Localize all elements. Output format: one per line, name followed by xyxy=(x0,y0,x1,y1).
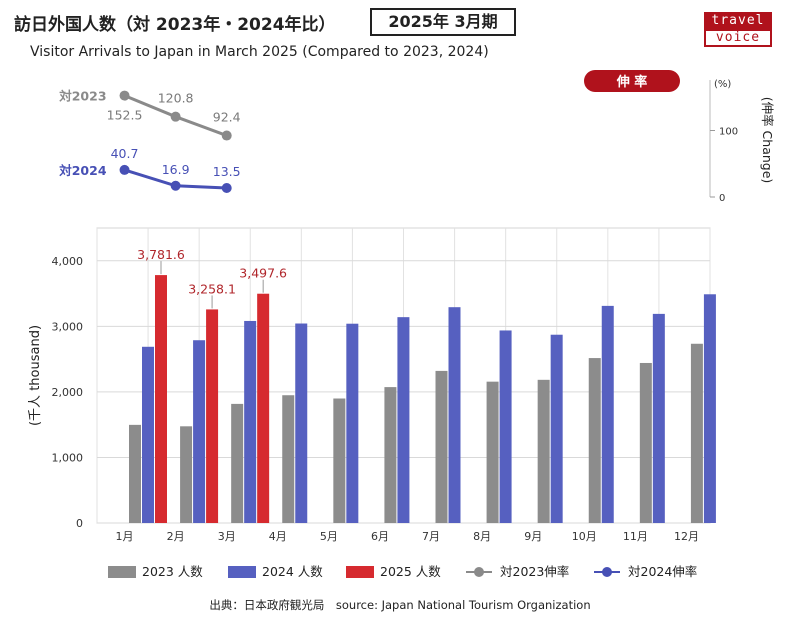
rate2023-point xyxy=(119,90,130,101)
bar-y-tick-label: 0 xyxy=(76,517,83,530)
period-box: 2025年 3月期 xyxy=(370,8,516,36)
bar-2024 xyxy=(550,334,563,523)
bar-x-tick-label: 5月 xyxy=(320,530,338,543)
bar-2025 xyxy=(155,275,167,523)
page-title-en: Visitor Arrivals to Japan in March 2025 … xyxy=(30,44,489,60)
bar-2023 xyxy=(588,358,601,523)
rate2024-data-label: 16.9 xyxy=(162,162,190,177)
rate2024-data-label: 40.7 xyxy=(111,146,139,161)
rate-y-tick-label: 100 xyxy=(719,127,738,138)
bar-2025 xyxy=(257,293,270,523)
chart-legend: 2023 人数 2024 人数 2025 人数 対2023伸率 対2024伸率 xyxy=(108,563,728,581)
bar-x-tick-label: 7月 xyxy=(422,530,440,543)
bar-2023 xyxy=(486,381,499,523)
bar-2024 xyxy=(346,323,359,523)
travelvoice-logo: travel voice xyxy=(704,12,772,47)
rate2023-data-label: 120.8 xyxy=(158,91,194,106)
bar-x-tick-label: 9月 xyxy=(524,530,542,543)
bar-y-tick-label: 1,000 xyxy=(52,451,84,464)
bar-x-tick-label: 2月 xyxy=(167,530,185,543)
rate-title-text: 伸 率 xyxy=(616,74,648,90)
bar-y-tick-label: 2,000 xyxy=(52,386,84,399)
legend-dot-rate2024 xyxy=(602,567,612,577)
bar-2023 xyxy=(690,343,703,523)
bar-y-axis-label: (千人 thousand) xyxy=(28,325,43,426)
legend-dot-rate2023 xyxy=(474,567,484,577)
bar-2023 xyxy=(435,370,448,523)
rate2023-series-name: 対2023 xyxy=(58,89,106,104)
bar-x-tick-label: 3月 xyxy=(218,530,236,543)
legend-label-2024: 2024 人数 xyxy=(262,564,323,579)
legend-label-rate2023: 対2023伸率 xyxy=(500,564,570,579)
bar-2023 xyxy=(129,424,141,523)
bar-2024 xyxy=(499,330,512,523)
rate2023-point xyxy=(221,130,232,141)
bar-2024 xyxy=(703,294,716,523)
page-title-jp: 訪日外国人数（対 2023年・2024年比） xyxy=(14,15,336,35)
bar-2023 xyxy=(537,379,550,523)
rate2024-series-name: 対2024 xyxy=(58,163,107,178)
legend-swatch-2024 xyxy=(228,566,256,578)
bar-2024 xyxy=(295,323,308,523)
legend-label-2023: 2023 人数 xyxy=(142,564,203,579)
bar-2024 xyxy=(601,305,614,523)
bar-2025 xyxy=(206,309,219,523)
bar-x-tick-label: 12月 xyxy=(674,530,699,543)
legend-swatch-2023 xyxy=(108,566,136,578)
bar-2025-data-label: 3,781.6 xyxy=(137,247,185,262)
rate2024-point xyxy=(221,183,232,194)
bar-y-tick-label: 4,000 xyxy=(52,255,84,268)
bar-y-tick-label: 3,000 xyxy=(52,320,84,333)
bar-2023 xyxy=(639,362,652,523)
bar-2023 xyxy=(180,426,193,523)
bar-2023 xyxy=(333,398,346,523)
bar-2024 xyxy=(193,340,206,523)
rate2024-point xyxy=(170,180,181,191)
bar-2023 xyxy=(231,403,244,523)
bar-2023 xyxy=(282,395,295,523)
bar-2024 xyxy=(244,320,257,523)
legend-label-rate2024: 対2024伸率 xyxy=(628,564,698,579)
rate2023-data-label: 92.4 xyxy=(213,110,241,125)
rate-y-axis-label: (伸率 Change) xyxy=(760,97,775,184)
bar-2024 xyxy=(448,307,461,523)
legend-label-2025: 2025 人数 xyxy=(380,564,441,579)
rate2024-data-label: 13.5 xyxy=(213,164,241,179)
rate2023-point xyxy=(170,111,181,122)
bar-2024 xyxy=(397,317,410,523)
bar-x-tick-label: 10月 xyxy=(572,530,597,543)
bar-x-tick-label: 11月 xyxy=(623,530,648,543)
bar-2023 xyxy=(384,387,397,523)
rate2023-data-label: 152.5 xyxy=(107,108,143,123)
bar-2024 xyxy=(142,346,154,523)
rate2024-point xyxy=(119,164,130,175)
bar-x-tick-label: 4月 xyxy=(269,530,287,543)
bar-2025-data-label: 3,258.1 xyxy=(188,281,236,296)
bar-x-tick-label: 6月 xyxy=(371,530,389,543)
logo-top-text: travel xyxy=(704,12,772,29)
rate-y-unit: (%) xyxy=(714,79,731,90)
rate-title-badge xyxy=(584,70,680,92)
rate-y-tick-label: 0 xyxy=(719,193,725,204)
source-note: 出典：日本政府観光局 source: Japan National Touris… xyxy=(209,598,591,612)
bar-x-tick-label: 1月 xyxy=(116,530,134,543)
legend-swatch-2025 xyxy=(346,566,374,578)
logo-bottom-text: voice xyxy=(704,29,772,47)
bar-2025-data-label: 3,497.6 xyxy=(239,266,287,281)
bar-2024 xyxy=(652,313,665,523)
bar-x-tick-label: 8月 xyxy=(473,530,491,543)
